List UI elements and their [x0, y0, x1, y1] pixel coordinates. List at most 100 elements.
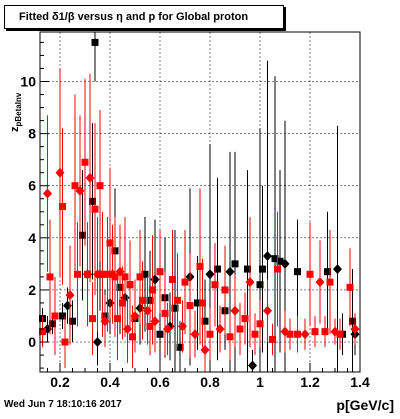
- data-point: [136, 273, 144, 281]
- data-point: [99, 270, 106, 278]
- data-point: [201, 317, 209, 325]
- y-tick-label: 4: [28, 230, 36, 246]
- data-point: [174, 296, 181, 304]
- data-point: [263, 305, 272, 316]
- data-point: [336, 330, 344, 338]
- x-tick-label: 1: [256, 374, 264, 390]
- data-point: [178, 321, 187, 332]
- data-point: [69, 317, 76, 325]
- axis-layer: 0.2 0.4 0.6 0.8 1 1.2 1.4 0 2 4 6 8 10: [20, 31, 370, 390]
- data-point: [269, 335, 276, 343]
- data-point: [75, 185, 85, 196]
- chart-title: Fitted δ1/β versus η and p for Global pr…: [19, 11, 249, 23]
- data-point: [259, 265, 266, 273]
- data-point: [311, 328, 319, 336]
- series-1: [39, 68, 360, 372]
- data-point: [161, 309, 169, 317]
- data-point: [248, 360, 257, 371]
- data-point: [61, 338, 69, 346]
- data-point: [271, 255, 279, 263]
- data-point: [139, 296, 146, 304]
- y-axis-label-subscript: pBetaInv: [14, 92, 23, 126]
- x-axis-label: p[GeV/c]: [336, 397, 394, 413]
- data-point: [150, 316, 160, 327]
- data-point: [55, 167, 65, 178]
- data-point: [51, 312, 59, 320]
- data-point: [163, 324, 172, 335]
- x-tick-label: 0.6: [150, 374, 170, 390]
- data-point: [256, 320, 264, 328]
- data-point: [294, 268, 301, 276]
- y-tick-label: 0: [28, 334, 36, 350]
- data-point: [79, 231, 86, 239]
- data-layer: [39, 32, 360, 372]
- data-point: [111, 273, 119, 281]
- data-point: [100, 316, 110, 327]
- data-point: [141, 270, 149, 278]
- y-tick-label: 8: [28, 126, 36, 142]
- y-tick-label: 6: [28, 178, 36, 194]
- data-point: [256, 281, 264, 289]
- data-point: [186, 302, 194, 310]
- data-point: [181, 278, 189, 286]
- data-point: [89, 315, 96, 323]
- data-point: [59, 312, 66, 320]
- data-point: [214, 265, 221, 273]
- data-point: [91, 38, 99, 46]
- data-point: [263, 251, 272, 262]
- data-point: [114, 315, 121, 323]
- data-point: [74, 270, 81, 278]
- data-point: [46, 273, 54, 281]
- data-point: [196, 262, 204, 270]
- x-tick-label: 0.2: [50, 374, 70, 390]
- data-point: [324, 268, 331, 276]
- data-point: [276, 257, 284, 265]
- data-point: [39, 328, 46, 336]
- data-point: [349, 317, 356, 325]
- x-tick-label: 1.4: [350, 374, 370, 390]
- data-point: [119, 299, 126, 307]
- data-point: [199, 299, 206, 307]
- data-point: [104, 270, 111, 278]
- data-point: [65, 290, 75, 301]
- data-point: [225, 266, 235, 277]
- data-point: [315, 277, 325, 288]
- y-axis-label: zpBetaInv: [9, 92, 23, 132]
- data-point: [85, 172, 95, 183]
- data-point: [169, 276, 176, 284]
- data-point: [121, 273, 129, 281]
- data-point: [211, 281, 219, 289]
- x-tick-label: 0.4: [100, 374, 120, 390]
- y-axis-label-main: z: [9, 126, 21, 132]
- data-point: [171, 304, 179, 312]
- y-tick-label: 2: [28, 282, 36, 298]
- data-point: [306, 270, 314, 278]
- data-point: [91, 205, 99, 213]
- data-point: [106, 239, 114, 247]
- data-point: [230, 305, 240, 316]
- title-box: Fitted δ1/β versus η and p for Global pr…: [4, 5, 284, 29]
- data-point: [156, 268, 164, 276]
- data-point: [221, 286, 229, 294]
- data-point: [146, 322, 154, 330]
- data-point: [89, 197, 96, 205]
- data-point: [226, 333, 234, 341]
- data-point: [93, 337, 102, 348]
- data-point: [156, 330, 164, 338]
- y-tick-label: 10: [20, 74, 36, 90]
- data-point: [274, 265, 281, 273]
- data-point: [326, 278, 334, 286]
- data-point: [129, 333, 136, 341]
- data-point: [190, 329, 200, 340]
- data-point: [123, 324, 132, 335]
- data-point: [294, 330, 301, 338]
- x-tick-label: 1.2: [300, 374, 320, 390]
- data-point: [286, 330, 294, 338]
- data-point: [244, 265, 251, 273]
- data-point: [130, 310, 140, 321]
- data-point: [236, 325, 244, 333]
- data-point: [43, 188, 52, 199]
- x-tick-label: 0.8: [200, 374, 220, 390]
